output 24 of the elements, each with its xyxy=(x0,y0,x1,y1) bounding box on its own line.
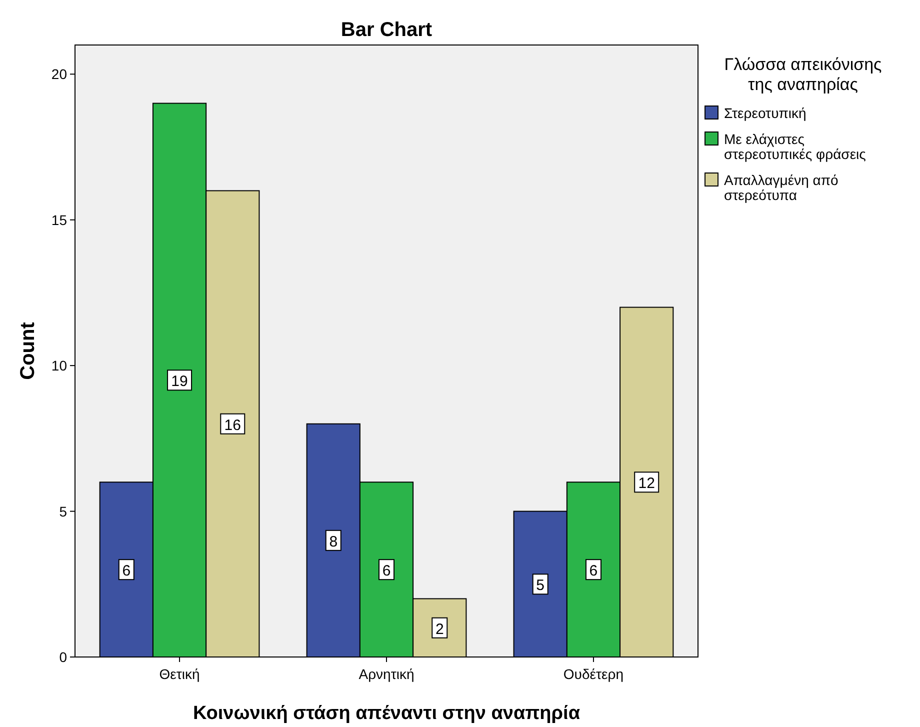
data-label: 16 xyxy=(224,416,241,434)
y-axis-title: Count xyxy=(17,322,39,380)
data-label: 6 xyxy=(589,562,598,580)
x-tick-label: Ουδέτερη xyxy=(563,666,624,682)
data-label: 8 xyxy=(329,533,338,550)
legend-label: Με ελάχιστες στερεοτυπικές φράσεις xyxy=(724,131,866,162)
data-label: 19 xyxy=(171,373,188,390)
y-tick-label: 10 xyxy=(51,358,68,374)
data-label: 5 xyxy=(536,577,545,594)
y-tick-label: 15 xyxy=(51,212,68,228)
y-tick-label: 5 xyxy=(59,503,68,520)
x-tick-label: Θετική xyxy=(159,666,200,682)
data-label: 12 xyxy=(638,475,655,492)
legend-label: Στερεοτυπική xyxy=(724,105,806,121)
y-tick-label: 0 xyxy=(59,649,68,665)
data-label: 6 xyxy=(122,562,131,580)
data-label: 6 xyxy=(382,562,391,580)
chart-title: Bar Chart xyxy=(340,19,432,41)
legend-title: Γλώσσα απεικόνισης της αναπηρίας xyxy=(724,55,882,94)
y-tick-label: 20 xyxy=(51,66,68,82)
legend-label: Απαλλαγμένη από στερεότυπα xyxy=(724,172,839,203)
data-label: 2 xyxy=(435,620,444,638)
x-tick-label: Αρνητική xyxy=(358,666,414,682)
x-axis-title: Κοινωνική στάση απέναντι στην αναπηρία xyxy=(193,703,580,724)
